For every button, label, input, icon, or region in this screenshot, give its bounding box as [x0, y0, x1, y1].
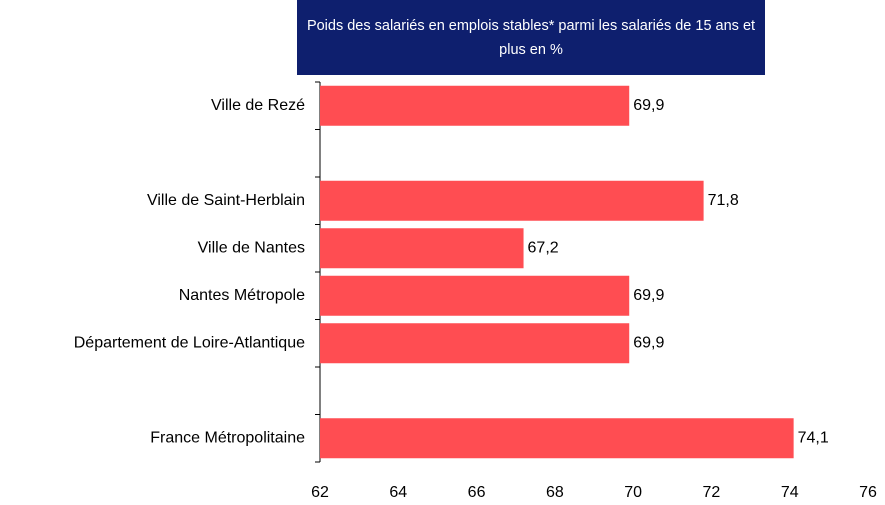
y-tick-label: Nantes Métropole — [179, 287, 305, 304]
data-label: 69,9 — [633, 287, 664, 304]
chart-title: Poids des salariés en emplois stables* p… — [297, 0, 765, 75]
y-tick-label: France Métropolitaine — [150, 429, 305, 446]
data-label: 67,2 — [528, 239, 559, 256]
bar — [320, 323, 630, 364]
x-tick-label: 62 — [311, 484, 329, 501]
x-tick-label: 70 — [624, 484, 642, 501]
data-label: 69,9 — [633, 334, 664, 351]
bar — [320, 275, 630, 316]
y-tick-label: Ville de Rezé — [211, 97, 305, 114]
x-tick-label: 74 — [781, 484, 799, 501]
bar — [320, 180, 704, 221]
x-tick-label: 72 — [703, 484, 721, 501]
data-label: 69,9 — [633, 97, 664, 114]
bar — [320, 418, 794, 459]
x-tick-label: 66 — [468, 484, 486, 501]
data-label: 74,1 — [798, 429, 829, 446]
y-tick-label: Ville de Saint-Herblain — [147, 192, 305, 209]
bar — [320, 228, 524, 269]
x-tick-label: 68 — [546, 484, 564, 501]
x-tick-label: 76 — [859, 484, 877, 501]
y-tick-label: Ville de Nantes — [198, 239, 305, 256]
data-label: 71,8 — [708, 192, 739, 209]
bar — [320, 85, 630, 126]
y-tick-label: Département de Loire-Atlantique — [74, 334, 305, 351]
x-tick-label: 64 — [389, 484, 407, 501]
